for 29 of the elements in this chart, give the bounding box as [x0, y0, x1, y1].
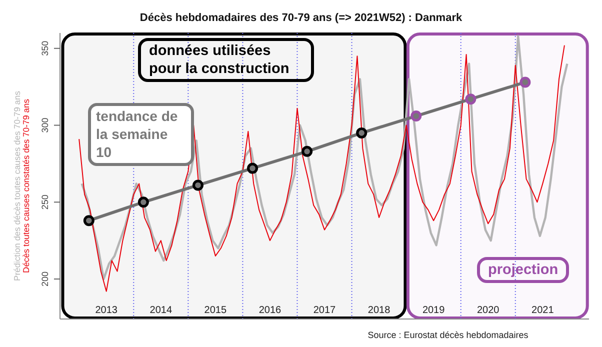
text: Décès toutes causes constatés des 70-79 ans — [21, 99, 31, 273]
point — [465, 94, 476, 105]
y-tick-label: 250 — [40, 194, 50, 210]
x-tick-label: 2013 — [95, 305, 118, 316]
x-tick-label: 2017 — [313, 305, 336, 316]
y-tick-label: 350 — [40, 40, 50, 56]
x-tick-label: 2021 — [532, 305, 554, 316]
x-tick-label: 2016 — [258, 305, 282, 316]
band-label: données utilisées pour la construction — [138, 38, 314, 82]
x-tick-label: 2015 — [204, 305, 227, 316]
point — [138, 196, 149, 208]
point — [302, 146, 313, 157]
point — [247, 162, 258, 174]
chart-title: Décès hebdomadaires des 70-79 ans (=> 2021W52) : Danmark — [138, 12, 464, 24]
y-tick-label: 200 — [40, 272, 50, 287]
annotation: tendance de la semaine 10 — [88, 103, 194, 166]
x-tick-label: 2018 — [368, 305, 391, 316]
text: Prédiction des décès toutes causes des 70-79 ans — [12, 91, 22, 281]
point — [410, 110, 422, 122]
source-note: Source : Eurostat décès hebdomadaires — [366, 330, 530, 340]
y-tick-label: 300 — [40, 118, 50, 133]
x-tick-label: 2020 — [476, 305, 500, 316]
point — [356, 127, 368, 138]
point — [520, 76, 531, 88]
x-tick-label: 2014 — [150, 305, 172, 316]
band-label: projection — [477, 257, 570, 284]
x-tick-label: 2019 — [422, 305, 446, 316]
point — [192, 180, 204, 191]
point — [83, 215, 94, 226]
